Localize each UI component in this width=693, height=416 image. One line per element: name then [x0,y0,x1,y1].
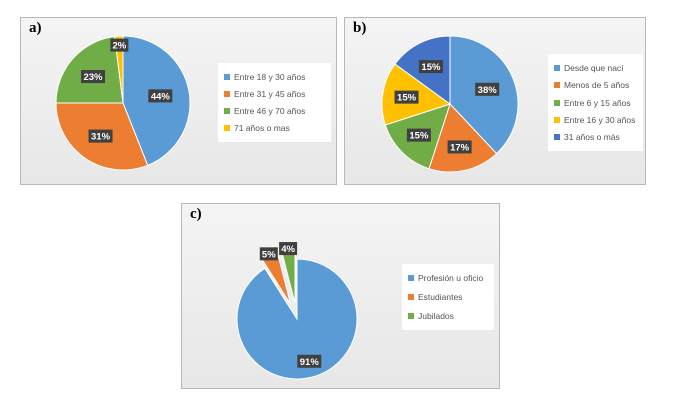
legend-item-31-anos-o-mas: 31 años o más [554,130,620,144]
legend-b: Desde que nací Menos de 5 años Entre 6 y 1… [548,54,643,151]
legend-swatch [554,64,560,71]
data-label-bg-desde-que-naci [475,82,500,96]
legend-swatch [408,294,414,300]
legend-swatch [554,99,560,106]
legend-a: Entre 18 y 30 años Entre 31 y 45 años Entr… [218,63,331,142]
legend-label: Estudiantes [418,292,463,302]
pie-slice-entre-46-y-70-anos [55,35,124,104]
legend-label: Desde que nací [564,62,624,73]
data-label-menos-de-5-anos: 17% [450,142,470,153]
data-label-jubilados: 4% [281,244,295,255]
legend-item-entre-16-y-30-anos: Entre 16 y 30 años [554,113,635,127]
panel-label-c: c) [190,206,202,222]
legend-swatch [408,275,414,282]
data-label-71-anos-o-mas: 2% [112,41,126,52]
legend-item-entre-18-y-30-anos: Entre 18 y 30 años [224,70,305,84]
legend-label: Entre 16 y 30 años [564,114,636,125]
legend-item-profesion-u-oficio: Profesión u oficio [408,271,483,285]
legend-label: 31 años o más [564,132,620,143]
data-label-bg-entre-16-y-30-anos [394,90,419,104]
pie-chart-a: 44% 31% 23% 2% [55,35,191,171]
data-label-bg-estudiantes [259,247,278,261]
legend-swatch [224,90,230,97]
legend-label: Profesión u oficio [418,273,484,284]
data-label-profesion-u-oficio: 91% [300,357,320,368]
pie-chart-b: 38% 17% 15% 15% 15% [381,35,519,173]
legend-swatch [224,125,230,132]
data-label-entre-16-y-30-anos: 15% [397,93,417,104]
legend-label: 71 años o mas [234,123,290,134]
panel-label-a: a) [29,20,42,36]
data-label-bg-entre-6-y-15-anos [406,128,431,142]
data-label-entre-31-y-45-anos: 31% [91,132,111,143]
legend-item-71-anos-o-mas: 71 años o mas [224,121,290,135]
legend-item-jubilados: Jubilados [408,309,454,323]
legend-label: Menos de 5 años [564,80,630,91]
data-label-entre-18-y-30-anos: 44% [151,91,171,102]
legend-swatch [554,116,560,123]
chart-panel-c: c) 91% 5% 4% Profesión u oficio Estudiantes… [181,203,500,389]
data-label-bg-71-anos-o-mas [110,38,129,52]
legend-swatch [408,312,414,319]
legend-swatch [224,73,230,80]
data-label-entre-6-y-15-anos: 15% [409,131,429,142]
data-label-desde-que-naci: 38% [478,85,498,96]
data-label-bg-menos-de-5-anos [447,140,472,154]
legend-c: Profesión u oficio Estudiantes Jubilados [402,264,494,330]
pie-slice-profesion-u-oficio [236,258,358,380]
legend-item-estudiantes: Estudiantes [408,290,462,304]
pie-slice-menos-de-5-anos [428,103,498,173]
legend-item-entre-46-y-70-anos: Entre 46 y 70 años [224,104,305,118]
chart-panel-a: a) 44% 31% 23% 2% Entre 18 y 30 años Entre 3… [20,17,337,185]
legend-swatch [224,108,230,115]
legend-item-desde-que-naci: Desde que nací [554,61,624,75]
legend-label: Entre 6 y 15 años [564,97,631,108]
data-label-bg-profesion-u-oficio [297,354,322,368]
data-label-bg-jubilados [279,242,298,256]
legend-label: Entre 46 y 70 años [234,106,306,117]
legend-label: Entre 18 y 30 años [234,71,306,82]
legend-swatch [554,82,560,89]
data-label-31-anos-o-mas: 15% [421,62,441,73]
data-label-bg-entre-46-y-70-anos [80,70,105,84]
legend-swatch [554,134,560,141]
data-label-bg-entre-31-y-45-anos [88,129,113,143]
pie-slice-71-anos-o-mas [114,35,124,104]
pie-chart-c: 91% 5% 4% [236,242,358,380]
data-label-estudiantes: 5% [262,249,276,260]
chart-panel-b: b) 38% 17% 15% 15% 15% Desde que nací Menos d… [344,17,646,185]
legend-item-entre-31-y-45-anos: Entre 31 y 45 años [224,87,305,101]
legend-label: Entre 31 y 45 años [234,88,306,99]
legend-label: Jubilados [418,310,454,321]
legend-item-menos-de-5-anos: Menos de 5 años [554,78,629,92]
data-label-entre-46-y-70-anos: 23% [83,72,103,83]
data-label-bg-entre-18-y-30-anos [148,89,173,103]
data-label-bg-31-anos-o-mas [418,60,443,74]
legend-item-entre-6-y-15-anos: Entre 6 y 15 años [554,96,631,110]
panel-label-b: b) [353,20,367,36]
